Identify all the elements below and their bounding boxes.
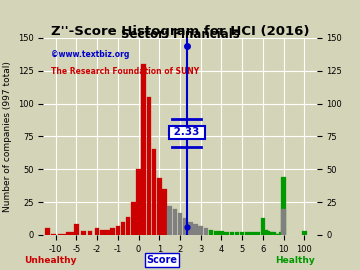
Bar	[51, 234, 56, 235]
Title: Z''-Score Histogram for HCI (2016): Z''-Score Histogram for HCI (2016)	[51, 25, 309, 38]
Bar	[204, 228, 208, 235]
Bar	[188, 222, 193, 235]
Bar	[167, 206, 172, 235]
Bar	[178, 212, 182, 235]
Text: Healthy: Healthy	[275, 256, 315, 265]
Bar	[261, 218, 265, 235]
Bar	[121, 222, 125, 235]
Bar	[256, 232, 260, 235]
Bar	[105, 230, 110, 235]
Bar	[62, 234, 66, 235]
Bar	[266, 231, 270, 235]
Bar	[240, 232, 244, 235]
Bar	[81, 231, 86, 235]
Bar	[58, 234, 62, 235]
Bar	[183, 218, 188, 235]
Bar	[193, 224, 198, 235]
Bar	[235, 232, 239, 235]
Bar	[111, 228, 115, 235]
Bar	[302, 231, 307, 235]
Bar	[162, 189, 167, 235]
Text: Score: Score	[147, 255, 177, 265]
Bar	[88, 231, 93, 235]
Bar	[250, 232, 255, 235]
Bar	[136, 169, 141, 235]
Bar	[209, 230, 213, 235]
Bar	[269, 232, 273, 235]
Bar	[70, 232, 75, 235]
Bar	[282, 177, 286, 235]
Text: ©www.textbiz.org: ©www.textbiz.org	[51, 50, 130, 59]
Bar	[100, 230, 104, 235]
Bar	[147, 97, 151, 235]
Bar	[219, 231, 224, 235]
Bar	[74, 224, 78, 235]
Bar	[141, 64, 146, 235]
Bar	[276, 234, 281, 235]
Bar	[245, 232, 249, 235]
Bar	[282, 209, 286, 235]
Text: 2.33: 2.33	[170, 127, 203, 137]
Bar	[274, 234, 278, 235]
Bar	[271, 232, 275, 235]
Y-axis label: Number of companies (997 total): Number of companies (997 total)	[3, 61, 12, 212]
Text: Sector: Financials: Sector: Financials	[121, 28, 239, 41]
Bar	[66, 232, 70, 235]
Bar	[224, 232, 229, 235]
Bar	[172, 209, 177, 235]
Bar	[263, 230, 268, 235]
Bar	[198, 226, 203, 235]
Bar	[126, 217, 130, 235]
Bar	[157, 178, 162, 235]
Bar	[279, 232, 283, 235]
Bar	[95, 228, 99, 235]
Text: The Research Foundation of SUNY: The Research Foundation of SUNY	[51, 68, 199, 76]
Text: Unhealthy: Unhealthy	[24, 256, 77, 265]
Bar	[230, 232, 234, 235]
Bar	[45, 228, 50, 235]
Bar	[131, 202, 136, 235]
Bar	[214, 231, 219, 235]
Bar	[116, 226, 120, 235]
Bar	[152, 150, 156, 235]
